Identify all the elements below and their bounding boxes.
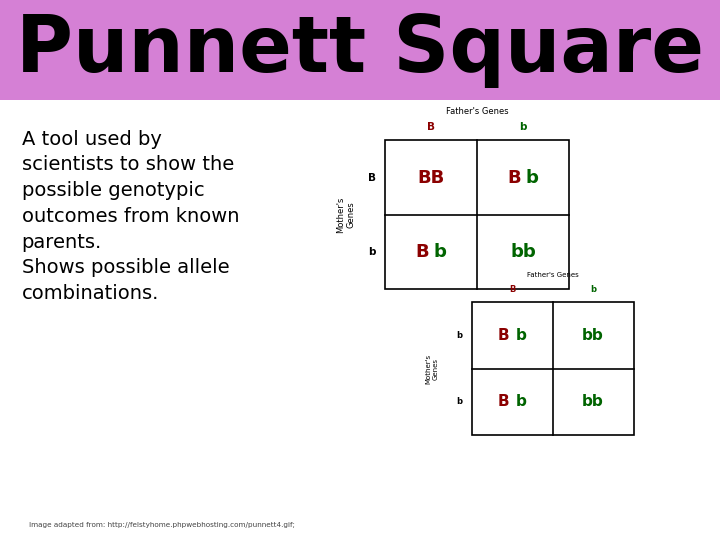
Text: Mother's
Genes: Mother's Genes: [426, 354, 438, 383]
Text: B: B: [508, 168, 521, 186]
Text: B: B: [498, 394, 509, 409]
Text: b: b: [519, 122, 526, 132]
Text: Father's Genes: Father's Genes: [446, 107, 508, 116]
Text: BB: BB: [418, 168, 445, 186]
Text: b: b: [456, 331, 462, 340]
Text: Punnett Square: Punnett Square: [16, 12, 704, 88]
Text: bb: bb: [582, 328, 604, 343]
Text: b: b: [590, 285, 596, 294]
Text: bb: bb: [510, 243, 536, 261]
Text: b: b: [525, 168, 538, 186]
Text: b: b: [516, 328, 526, 343]
Text: B: B: [427, 122, 435, 132]
FancyBboxPatch shape: [0, 0, 720, 100]
Text: Mother's
Genes: Mother's Genes: [336, 197, 355, 233]
Text: b: b: [369, 247, 376, 257]
Text: Image adapted from: http://felstyhome.phpwebhosting.com/punnett4.gif;: Image adapted from: http://felstyhome.ph…: [29, 522, 294, 528]
Text: Father's Genes: Father's Genes: [527, 272, 578, 278]
Text: A tool used by
scientists to show the
possible genotypic
outcomes from known
par: A tool used by scientists to show the po…: [22, 130, 239, 303]
FancyBboxPatch shape: [385, 140, 569, 289]
Text: b: b: [433, 243, 446, 261]
Text: b: b: [456, 397, 462, 406]
Text: bb: bb: [582, 394, 604, 409]
Text: B: B: [368, 172, 376, 183]
Text: B: B: [498, 328, 509, 343]
Text: B: B: [415, 243, 429, 261]
Text: b: b: [516, 394, 526, 409]
FancyBboxPatch shape: [472, 302, 634, 435]
Text: B: B: [509, 285, 516, 294]
